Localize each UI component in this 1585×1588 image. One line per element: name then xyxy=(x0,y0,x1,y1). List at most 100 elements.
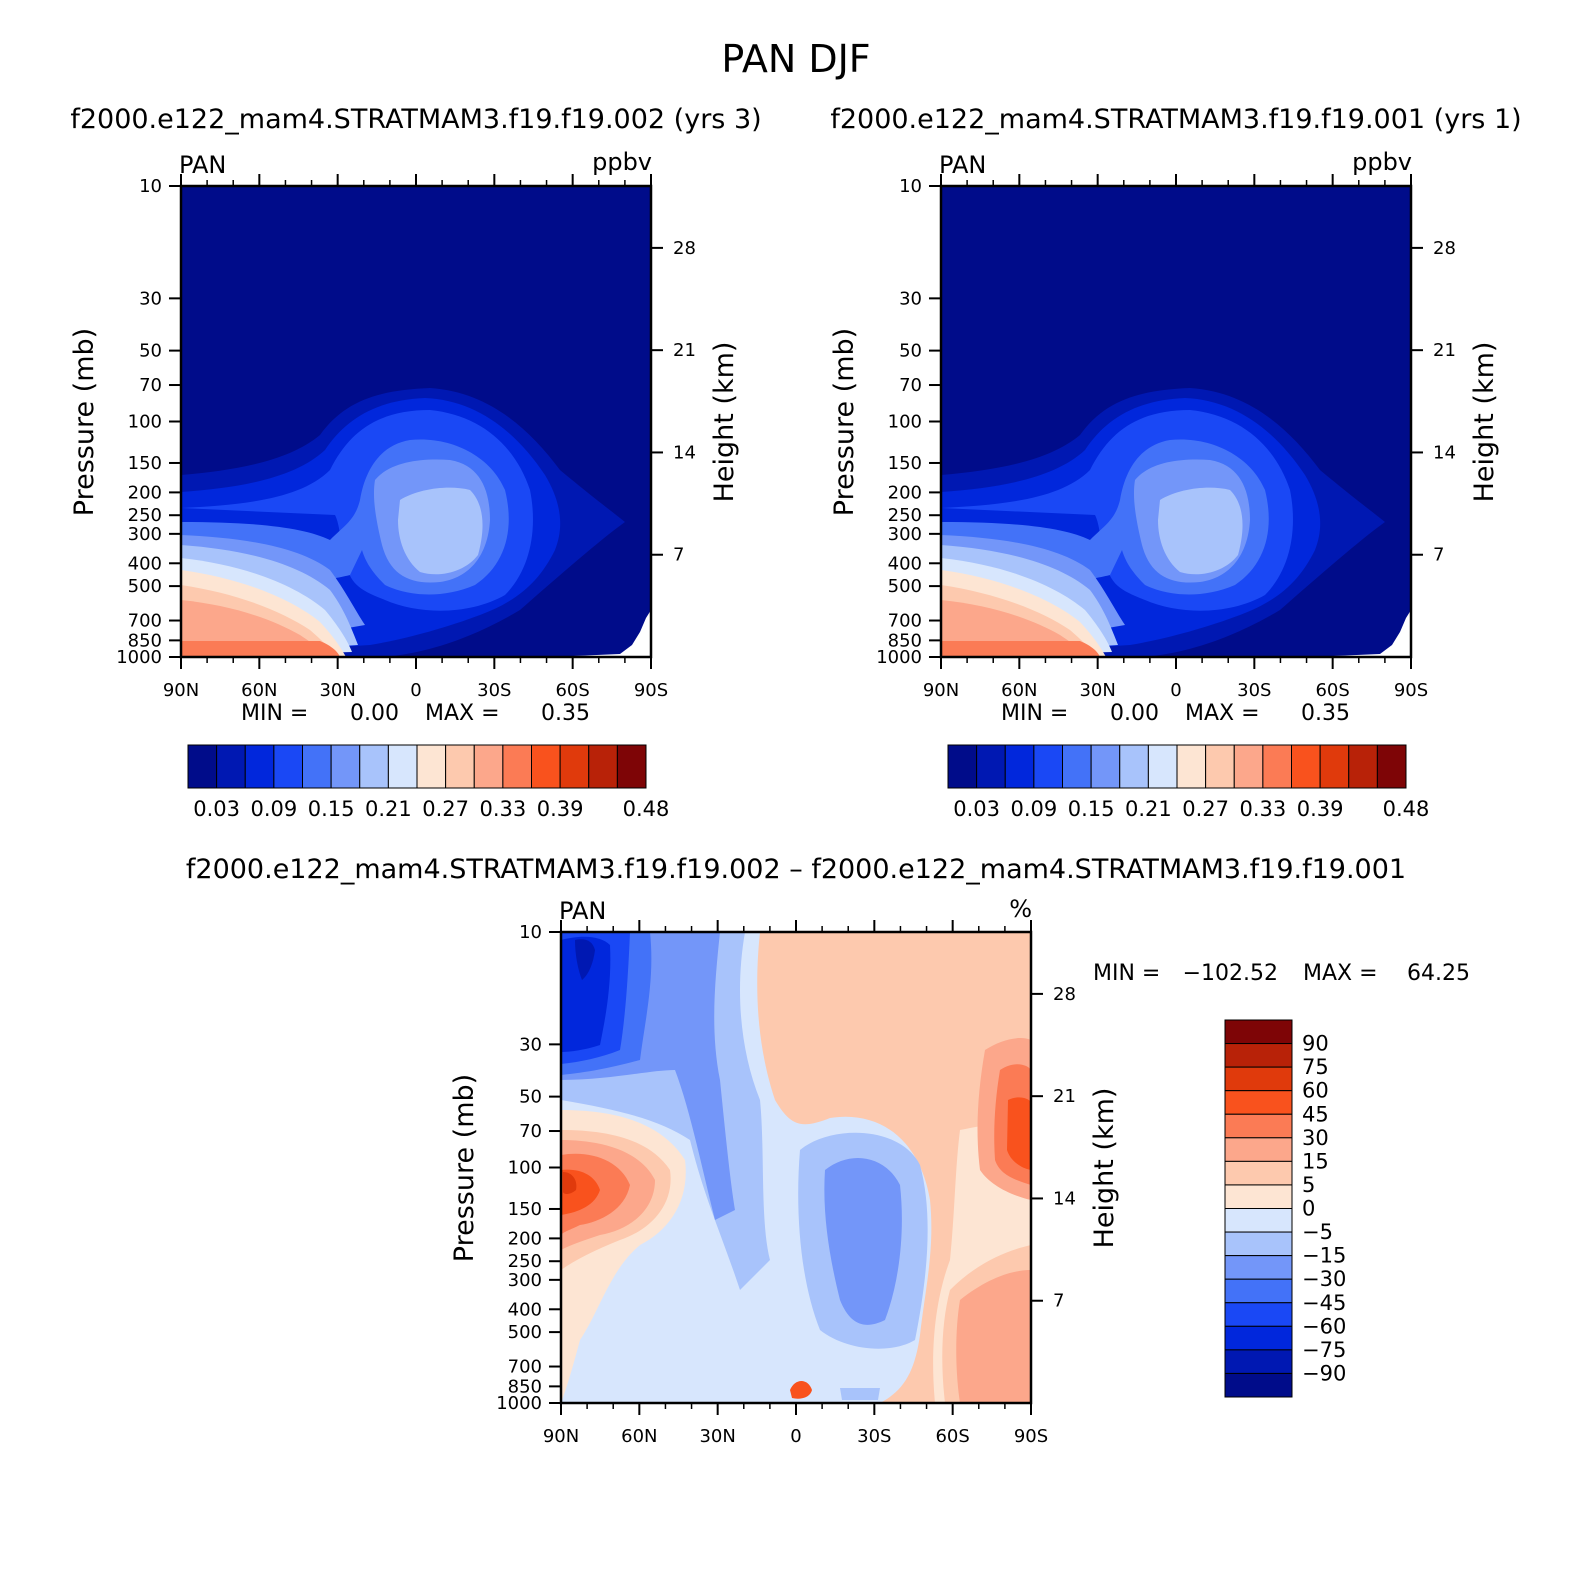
colorbar-swatch xyxy=(1224,1184,1293,1209)
x-tick-label: 0 xyxy=(410,680,421,701)
min-value: 0.00 xyxy=(1110,701,1159,726)
y2-axis-label: Height (km) xyxy=(709,342,740,503)
y-tick-label: 850 xyxy=(508,1376,542,1397)
y-tick-label: 850 xyxy=(128,630,162,651)
max-value: 0.35 xyxy=(541,701,590,726)
colorbar-label: 0.03 xyxy=(953,797,1000,821)
colorbar-swatch xyxy=(1224,1278,1293,1304)
colorbar-swatch xyxy=(387,744,418,789)
colorbar-swatch xyxy=(359,744,389,789)
y-tick-label: 70 xyxy=(899,375,922,396)
y-tick-label: 10 xyxy=(139,176,162,197)
blank-region xyxy=(550,610,651,657)
y-tick-label: 70 xyxy=(139,375,162,396)
x-tick-label: 0 xyxy=(790,1426,801,1447)
level-minus30-fill xyxy=(561,932,902,1325)
colorbar-swatch xyxy=(273,744,303,789)
min-label: MIN = xyxy=(241,701,308,726)
units-label: % xyxy=(1009,895,1032,923)
colorbar-label: 0.39 xyxy=(1297,797,1344,821)
colorbar-label: 5 xyxy=(1302,1173,1315,1197)
y-tick-label: 300 xyxy=(508,1270,542,1291)
x-tick-label: 60N xyxy=(1001,680,1037,701)
blank-region xyxy=(1310,610,1411,657)
level-5-fill xyxy=(561,1110,1031,1403)
contour-field xyxy=(181,186,651,657)
colorbar-label: 75 xyxy=(1302,1055,1329,1079)
x-tick-label: 90N xyxy=(543,1426,579,1447)
y-tick-label: 300 xyxy=(128,524,162,545)
x-tick-label: 30S xyxy=(857,1426,891,1447)
colorbar-swatch xyxy=(1224,1113,1293,1139)
colorbar-label: 0.09 xyxy=(250,797,297,821)
colorbar-swatch xyxy=(1224,1372,1293,1398)
colorbar-swatch xyxy=(1224,1302,1293,1327)
colorbar-label: 30 xyxy=(1302,1126,1329,1150)
colorbar-swatch xyxy=(531,744,561,789)
x-tick-label: 90S xyxy=(1394,680,1428,701)
y-tick-label: 30 xyxy=(899,288,922,309)
level-minus75-fill xyxy=(561,936,611,1052)
colorbar-swatch xyxy=(1224,1208,1293,1233)
y2-tick-label: 21 xyxy=(1433,340,1456,361)
colorbar-label: 90 xyxy=(1302,1032,1329,1056)
colorbar-swatch xyxy=(1224,1349,1293,1374)
axis-ticks: 90N 60N 30N 0 30S 60S 90S 10 30 50 70 100 150 2002503… xyxy=(116,174,696,701)
y2-tick-label: 21 xyxy=(1053,1086,1076,1107)
panel-difference: f2000.e122_mam4.STRATMAM3.f19.f19.002 – … xyxy=(186,854,1470,1447)
y-axis-label: Pressure (mb) xyxy=(69,328,100,516)
y-tick-label: 100 xyxy=(888,412,922,433)
colorbar-label: 0.27 xyxy=(1182,797,1229,821)
y-tick-label: 250 xyxy=(508,1251,542,1272)
y2-tick-label: 14 xyxy=(1433,442,1456,463)
y-tick-label: 250 xyxy=(128,505,162,526)
colorbar-swatch xyxy=(330,744,361,789)
x-tick-label: 90S xyxy=(634,680,668,701)
colorbar-swatch xyxy=(1147,744,1178,789)
colorbar-label: 0.03 xyxy=(193,797,240,821)
colorbar-label: −90 xyxy=(1302,1361,1346,1385)
colorbar-swatch xyxy=(1291,744,1321,789)
min-label: MIN = xyxy=(1093,961,1160,986)
y-tick-label: 1000 xyxy=(496,1393,542,1414)
colorbar-swatch xyxy=(1348,744,1378,789)
panel-title: f2000.e122_mam4.STRATMAM3.f19.f19.002 – … xyxy=(186,854,1406,885)
y-tick-label: 150 xyxy=(508,1199,542,1220)
colorbar-label: −5 xyxy=(1302,1220,1333,1244)
colorbar-label: −60 xyxy=(1302,1314,1346,1338)
colorbar: 0.03 0.09 0.15 0.21 0.27 0.33 0.39 0.48 xyxy=(187,744,670,821)
units-label: ppbv xyxy=(592,148,652,176)
colorbar-label: 0.15 xyxy=(1068,797,1115,821)
colorbar: 0.03 0.09 0.15 0.21 0.27 0.33 0.39 0.48 xyxy=(947,744,1430,821)
colorbar-label: 0.48 xyxy=(623,797,670,821)
colorbar-swatch xyxy=(473,744,504,789)
level-minus90-fill xyxy=(575,939,595,980)
x-tick-label: 60N xyxy=(241,680,277,701)
x-tick-label: 60N xyxy=(621,1426,657,1447)
y-tick-label: 50 xyxy=(519,1087,542,1108)
y-tick-label: 50 xyxy=(899,341,922,362)
contour-field xyxy=(561,932,1031,1403)
colorbar-swatch xyxy=(244,744,275,789)
variable-label: PAN xyxy=(179,151,226,179)
figure-title: PAN DJF xyxy=(721,37,870,81)
colorbar-label: −75 xyxy=(1302,1338,1346,1362)
y-tick-label: 100 xyxy=(128,412,162,433)
y2-tick-label: 28 xyxy=(673,238,696,259)
colorbar-label: 0.21 xyxy=(1125,797,1172,821)
colorbar-swatch xyxy=(588,744,618,789)
colorbar-swatch xyxy=(1319,744,1350,789)
y2-tick-label: 7 xyxy=(1053,1291,1064,1312)
colorbar-label: 0.48 xyxy=(1383,797,1430,821)
colorbar-swatch xyxy=(1205,744,1235,789)
variable-label: PAN xyxy=(939,151,986,179)
colorbar-label: 0.33 xyxy=(479,797,526,821)
panel-title: f2000.e122_mam4.STRATMAM3.f19.f19.001 (y… xyxy=(830,104,1521,135)
y-tick-label: 500 xyxy=(128,576,162,597)
colorbar-label: −45 xyxy=(1302,1291,1346,1315)
colorbar-swatch xyxy=(616,744,647,789)
colorbar-swatch xyxy=(502,744,532,789)
colorbar-label: 0.39 xyxy=(537,797,584,821)
